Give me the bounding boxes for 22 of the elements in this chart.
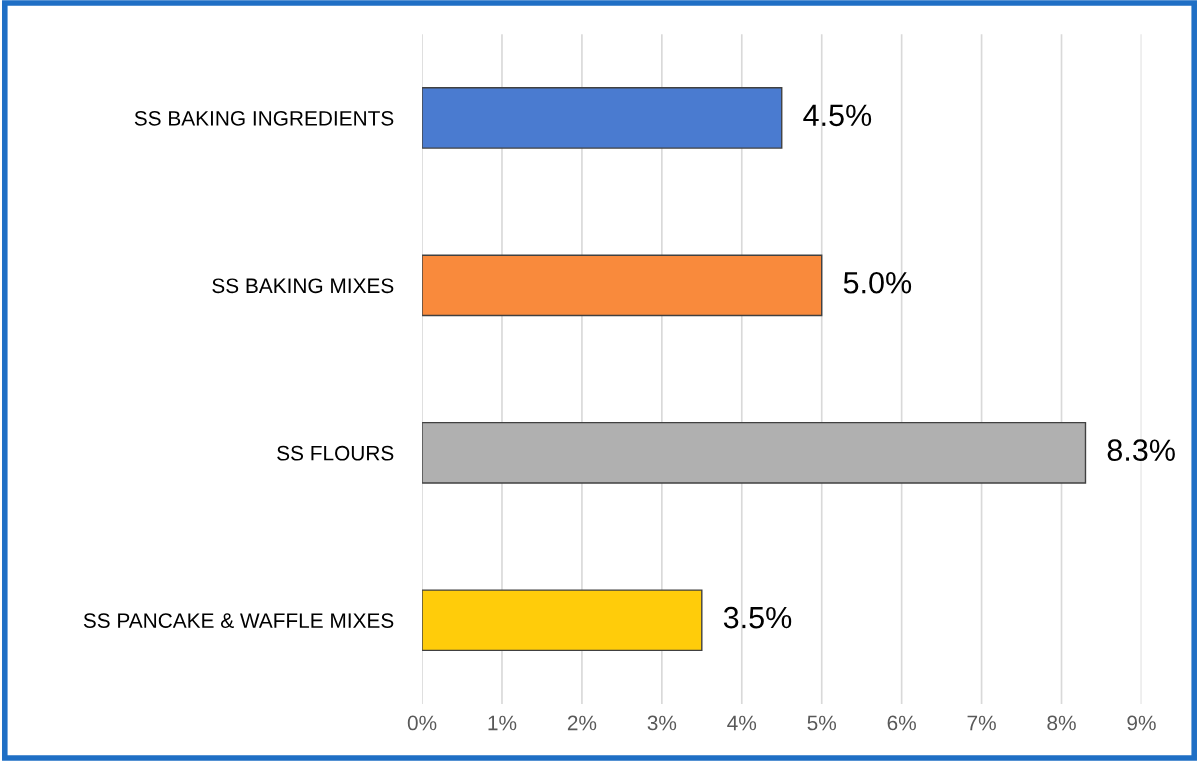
x-tick-label: 6% xyxy=(887,715,916,731)
x-tick-label: 8% xyxy=(1047,715,1076,731)
data-label: 3.5% xyxy=(723,606,792,629)
x-tick-label: 0% xyxy=(407,715,437,731)
y-tick-label: SS PANCAKE & WAFFLE MIXES xyxy=(83,613,394,628)
x-tick-label: 9% xyxy=(1127,715,1156,731)
bar xyxy=(422,421,1087,484)
y-tick-label: SS BAKING INGREDIENTS xyxy=(134,110,394,126)
x-tick-label: 7% xyxy=(967,715,996,731)
x-tick-label: 3% xyxy=(647,715,677,731)
bar xyxy=(422,87,783,149)
x-tick-label: 4% xyxy=(727,715,757,731)
y-tick-label: SS BAKING MIXES xyxy=(212,278,394,294)
data-label: 4.5% xyxy=(803,104,872,127)
x-tick-label: 2% xyxy=(567,715,597,731)
x-tick-label: 1% xyxy=(488,715,517,731)
data-label: 5.0% xyxy=(843,271,912,294)
y-tick-label: SS FLOURS xyxy=(277,445,394,461)
x-tick-label: 5% xyxy=(807,715,837,731)
bar xyxy=(422,254,823,317)
data-label: 8.3% xyxy=(1107,439,1175,461)
bar xyxy=(422,589,703,652)
